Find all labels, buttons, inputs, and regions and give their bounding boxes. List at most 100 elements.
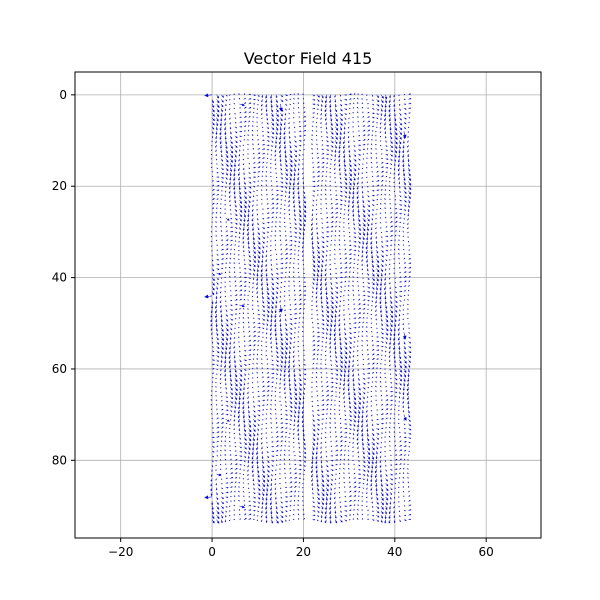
vector-arrow <box>379 291 382 296</box>
vector-arrow <box>261 295 264 300</box>
vector-arrow <box>298 373 302 377</box>
vector-arrow <box>230 309 234 311</box>
vector-arrow <box>334 346 337 351</box>
vector-arrow <box>312 510 316 512</box>
vector-arrow <box>233 271 236 274</box>
vector-arrow <box>312 190 316 192</box>
vector-arrow <box>362 208 366 214</box>
vector-arrow <box>216 417 219 420</box>
vector-arrow <box>353 509 355 511</box>
vector-arrow <box>265 179 268 182</box>
vector-arrow <box>344 271 348 274</box>
vector-arrow <box>225 486 229 489</box>
vector-arrow <box>243 130 246 132</box>
vector-arrow <box>335 189 337 192</box>
vector-arrow <box>320 122 322 125</box>
vector-arrow <box>220 282 223 284</box>
vector-arrow <box>285 266 288 269</box>
vector-arrow <box>247 209 250 213</box>
vector-arrow <box>367 358 370 360</box>
vector-arrow <box>367 138 370 141</box>
vector-arrow <box>285 414 289 416</box>
vector-arrow <box>394 395 397 398</box>
vector-arrow <box>221 426 224 429</box>
vector-arrow <box>335 207 339 210</box>
vector-arrow <box>356 186 359 190</box>
vector-arrow <box>330 235 333 237</box>
vector-arrow <box>344 276 348 278</box>
vector-arrow <box>243 125 247 128</box>
vector-arrow <box>275 436 279 438</box>
vector-arrow <box>376 189 380 192</box>
vector-arrow <box>261 496 264 501</box>
vector-arrow <box>320 212 322 215</box>
vector-arrow <box>385 427 387 429</box>
vector-arrow <box>266 327 268 331</box>
vector-arrow <box>347 140 350 144</box>
vector-arrow <box>271 226 273 228</box>
vector-arrow <box>239 308 241 310</box>
vector-arrow <box>284 482 287 484</box>
vector-arrow <box>385 390 388 392</box>
vector-arrow <box>398 341 401 346</box>
vector-arrow <box>384 198 386 201</box>
vector-arrow <box>238 326 240 329</box>
vector-arrow <box>326 235 330 238</box>
vector-arrow <box>347 467 350 470</box>
vector-arrow <box>298 240 300 244</box>
vector-arrow <box>312 492 314 495</box>
vector-arrow <box>262 236 266 239</box>
vector-arrow <box>349 509 352 512</box>
vector-arrow <box>388 510 391 515</box>
vector-arrow <box>289 423 292 426</box>
vector-arrow <box>348 149 351 154</box>
vector-arrow <box>335 113 338 118</box>
vector-arrow <box>248 358 252 361</box>
vector-arrow <box>385 226 388 228</box>
vector-arrow <box>389 172 392 174</box>
vector-arrow <box>216 99 220 104</box>
vector-arrow <box>320 446 322 450</box>
vector-arrow <box>357 455 360 458</box>
vector-arrow <box>237 172 240 177</box>
vector-arrow <box>248 93 252 96</box>
vector-arrow <box>357 508 359 511</box>
vector-arrow <box>293 346 295 349</box>
vector-arrow <box>261 371 264 374</box>
vector-arrow <box>393 408 396 411</box>
vector-arrow <box>234 400 237 405</box>
vector-arrow <box>358 378 360 382</box>
vector-arrow <box>257 483 261 487</box>
vector-arrow <box>335 203 339 205</box>
vector-arrow <box>216 163 218 165</box>
vector-arrow <box>251 455 254 460</box>
vector-arrow <box>239 199 242 204</box>
vector-arrow <box>288 458 291 461</box>
vector-arrow <box>316 446 319 451</box>
vector-arrow <box>234 235 237 238</box>
vector-arrow <box>402 304 404 307</box>
vector-arrow <box>266 198 268 200</box>
vector-arrow <box>353 149 356 152</box>
vector-arrow <box>247 294 249 297</box>
vector-arrow <box>402 235 404 238</box>
vector-arrow <box>375 487 378 492</box>
vector-arrow <box>398 426 401 429</box>
vector-arrow <box>329 268 332 271</box>
vector-arrow <box>275 140 278 145</box>
vector-arrow <box>320 282 323 287</box>
vector-arrow <box>403 445 407 448</box>
vector-arrow <box>238 312 241 315</box>
vector-arrow <box>271 122 275 126</box>
vector-arrow <box>335 463 338 466</box>
x-tick-label: 20 <box>296 545 311 559</box>
vector-arrow <box>215 395 217 397</box>
vector-arrow <box>375 245 378 249</box>
vector-arrow <box>402 244 405 246</box>
vector-arrow <box>221 408 224 411</box>
vector-arrow <box>239 126 243 128</box>
vector-arrow <box>220 359 223 364</box>
vector-arrow <box>283 221 286 224</box>
vector-arrow <box>339 472 341 475</box>
vector-arrow <box>384 272 387 277</box>
